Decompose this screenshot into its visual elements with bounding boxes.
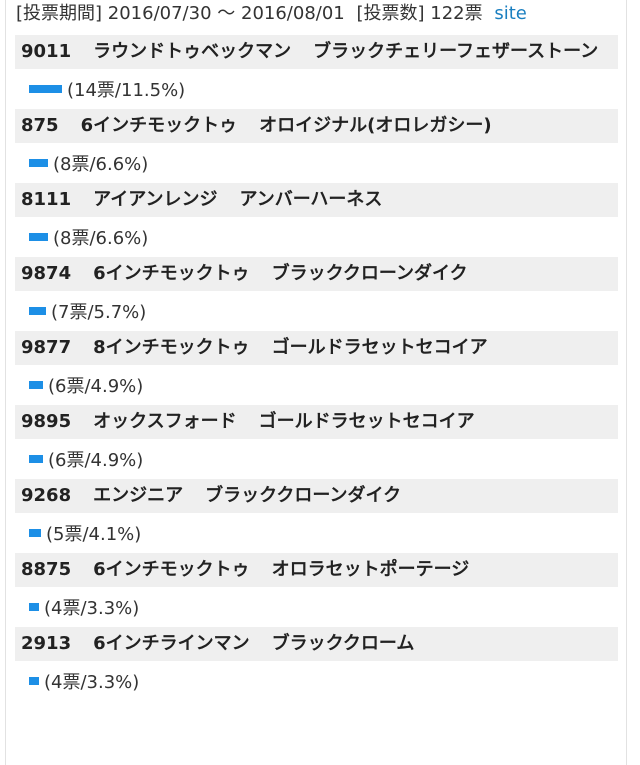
item-num: 9895 <box>21 411 72 432</box>
item-num: 2913 <box>21 633 72 654</box>
period-end: 2016/08/01 <box>241 3 345 24</box>
item-color: ゴールドラセットセコイア <box>271 337 488 358</box>
ranking-item-stat: (8票/6.6%) <box>15 217 618 257</box>
count-value: 122票 <box>430 3 483 24</box>
item-color: ブラッククローム <box>271 633 415 654</box>
item-color: アンバーハーネス <box>239 189 383 210</box>
ranking-item-title: 9895 オックスフォード ゴールドラセットセコイア <box>15 405 618 439</box>
ranking-item-stat: (6票/4.9%) <box>15 439 618 479</box>
item-color: オロイジナル(オロレガシー) <box>259 115 492 136</box>
vote-stat-text: (6票/4.9%) <box>48 450 144 471</box>
item-num: 875 <box>21 115 59 136</box>
item-num: 9268 <box>21 485 72 506</box>
ranking-item-title: 9874 6インチモックトゥ ブラッククローンダイク <box>15 257 618 291</box>
vote-share-bar <box>29 455 43 463</box>
ranking-item-title: 875 6インチモックトゥ オロイジナル(オロレガシー) <box>15 109 618 143</box>
item-color: ゴールドラセットセコイア <box>258 411 475 432</box>
vote-stat-text: (5票/4.1%) <box>46 524 142 545</box>
item-model: 8インチモックトゥ <box>93 337 250 358</box>
item-color: ブラッククローンダイク <box>271 263 468 284</box>
ranking-item-title: 9877 8インチモックトゥ ゴールドラセットセコイア <box>15 331 618 365</box>
item-model: 6インチモックトゥ <box>80 115 238 136</box>
ranking-item-title: 9011 ラウンドトゥベックマン ブラックチェリーフェザーストーン <box>15 35 618 69</box>
vote-summary-header: [投票期間] 2016/07/30 〜 2016/08/01 [投票数] 122… <box>16 2 527 26</box>
vote-share-bar <box>29 529 41 537</box>
vote-stat-text: (6票/4.9%) <box>48 376 144 397</box>
ranking-item-stat: (6票/4.9%) <box>15 365 618 405</box>
item-model: アイアンレンジ <box>93 189 218 210</box>
item-color: オロラセットポーテージ <box>271 559 470 580</box>
item-model: ラウンドトゥベックマン <box>93 41 292 62</box>
ranking-item-stat: (4票/3.3%) <box>15 587 618 627</box>
item-color: ブラックチェリーフェザーストーン <box>313 41 599 62</box>
ranking-item-title: 8875 6インチモックトゥ オロラセットポーテージ <box>15 553 618 587</box>
ranking-list: 9011 ラウンドトゥベックマン ブラックチェリーフェザーストーン (14票/11.5… <box>15 35 618 701</box>
vote-stat-text: (8票/6.6%) <box>53 228 149 249</box>
item-model: オックスフォード <box>93 411 237 432</box>
item-num: 9011 <box>21 41 72 62</box>
vote-share-bar <box>29 677 39 685</box>
period-separator: 〜 <box>217 3 236 24</box>
vote-share-bar <box>29 233 48 241</box>
ranking-item-stat: (4票/3.3%) <box>15 661 618 701</box>
period-label: [投票期間] <box>16 3 103 24</box>
vote-share-bar <box>29 603 39 611</box>
ranking-item-stat: (5票/4.1%) <box>15 513 618 553</box>
vote-stat-text: (7票/5.7%) <box>51 302 147 323</box>
item-model: 6インチモックトゥ <box>93 559 250 580</box>
ranking-item-title: 9268 エンジニア ブラッククローンダイク <box>15 479 618 513</box>
vote-share-bar <box>29 381 43 389</box>
period-start: 2016/07/30 <box>107 3 212 24</box>
ranking-item-title: 2913 6インチラインマン ブラッククローム <box>15 627 618 661</box>
item-model: 6インチモックトゥ <box>93 263 250 284</box>
ranking-item-stat: (14票/11.5%) <box>15 69 618 109</box>
item-num: 9877 <box>21 337 72 358</box>
vote-share-bar <box>29 85 62 93</box>
item-color: ブラッククローンダイク <box>205 485 402 506</box>
content-panel <box>5 0 627 765</box>
count-label: [投票数] <box>356 3 425 24</box>
vote-share-bar <box>29 159 48 167</box>
item-num: 8875 <box>21 559 72 580</box>
vote-stat-text: (14票/11.5%) <box>67 80 186 101</box>
item-num: 8111 <box>21 189 72 210</box>
ranking-item-title: 8111 アイアンレンジ アンバーハーネス <box>15 183 618 217</box>
item-num: 9874 <box>21 263 72 284</box>
ranking-item-stat: (7票/5.7%) <box>15 291 618 331</box>
ranking-item-stat: (8票/6.6%) <box>15 143 618 183</box>
item-model: エンジニア <box>93 485 184 506</box>
vote-share-bar <box>29 307 46 315</box>
item-model: 6インチラインマン <box>93 633 250 654</box>
vote-stat-text: (4票/3.3%) <box>44 672 140 693</box>
vote-stat-text: (8票/6.6%) <box>53 154 149 175</box>
site-link[interactable]: site <box>494 3 527 24</box>
vote-stat-text: (4票/3.3%) <box>44 598 140 619</box>
